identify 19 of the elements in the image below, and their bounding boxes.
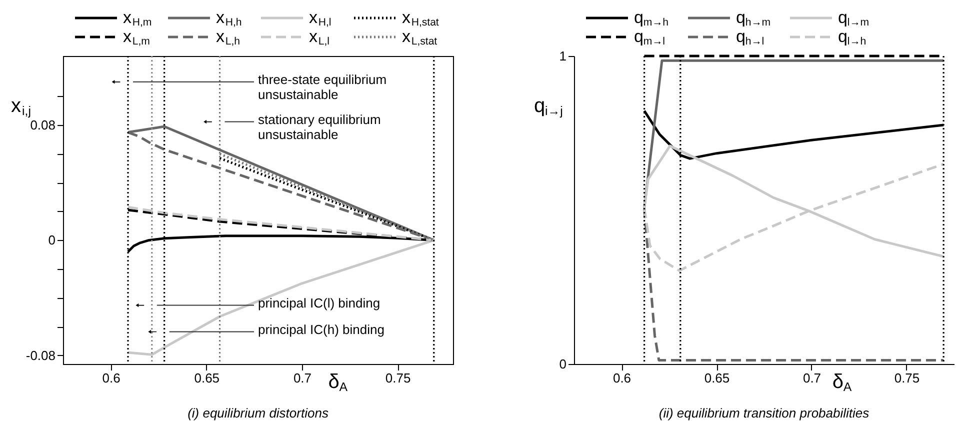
x-tick-label: 0.7 bbox=[293, 370, 312, 386]
annotation: principal IC(l) binding bbox=[258, 295, 380, 310]
x-tick-label: 0.7 bbox=[802, 370, 822, 386]
annotation: stationary equilibrium unsustainable bbox=[258, 112, 381, 142]
x-tick-label: 0.6 bbox=[612, 370, 632, 386]
y-tick-label: 0 bbox=[559, 356, 566, 372]
y-tick-label: 1 bbox=[559, 48, 566, 64]
text: (i) equilibrium distortions bbox=[188, 405, 329, 420]
y-tick-label: 0.08 bbox=[30, 118, 56, 133]
y-tick-label: 0 bbox=[48, 232, 56, 248]
y-tick-label: -0.08 bbox=[26, 348, 56, 363]
x-tick-label: 0.6 bbox=[102, 370, 120, 386]
x-tick-label: 0.75 bbox=[894, 370, 920, 386]
x-tick-label: 0.75 bbox=[385, 370, 411, 386]
annotation: three-state equilibrium unsustainable bbox=[258, 72, 387, 102]
text: (ii) equilibrium transition probabilities bbox=[658, 405, 870, 420]
x-tick-label: 0.65 bbox=[194, 370, 220, 386]
x-tick-label: 0.65 bbox=[704, 370, 730, 386]
annotation: principal IC(h) binding bbox=[258, 322, 384, 337]
